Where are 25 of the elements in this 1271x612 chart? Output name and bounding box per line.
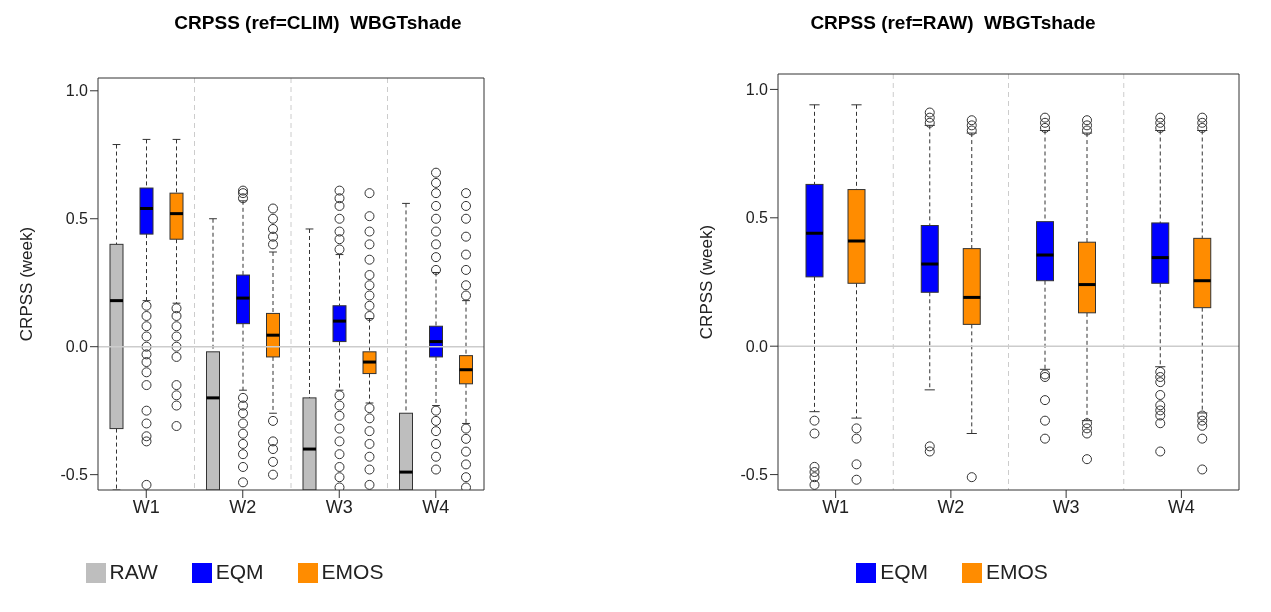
- y-tick-label: 0.0: [65, 338, 89, 356]
- y-tick-label: 0.5: [65, 210, 89, 228]
- x-tick-label: W4: [422, 496, 450, 517]
- x-tick-label: W3: [1052, 496, 1080, 517]
- y-tick-label: -0.5: [740, 466, 769, 484]
- y-tick-label: 1.0: [65, 82, 89, 100]
- legend-label: EQM: [215, 560, 264, 583]
- y-tick-label: 0.5: [745, 209, 769, 227]
- y-axis-title: CRPSS (week): [17, 226, 37, 342]
- chart-title: CRPSS (ref=RAW) WBGTshade: [809, 11, 1097, 35]
- y-tick-label: 1.0: [745, 81, 769, 99]
- x-tick-label: W3: [325, 496, 353, 517]
- x-tick-label: W1: [822, 496, 850, 517]
- y-tick-label: -0.5: [60, 466, 89, 484]
- chart-title: CRPSS (ref=CLIM) WBGTshade: [173, 11, 463, 35]
- legend-label: EMOS: [986, 560, 1048, 583]
- x-tick-label: W2: [937, 496, 965, 517]
- legend-label: RAW: [109, 560, 158, 583]
- legend-label: EMOS: [321, 560, 384, 583]
- y-axis-title: CRPSS (week): [697, 224, 717, 340]
- x-tick-label: W4: [1167, 496, 1195, 517]
- legend-label: EQM: [880, 560, 928, 583]
- y-tick-label: 0.0: [745, 337, 769, 355]
- x-tick-label: W1: [132, 496, 160, 517]
- x-tick-label: W2: [229, 496, 257, 517]
